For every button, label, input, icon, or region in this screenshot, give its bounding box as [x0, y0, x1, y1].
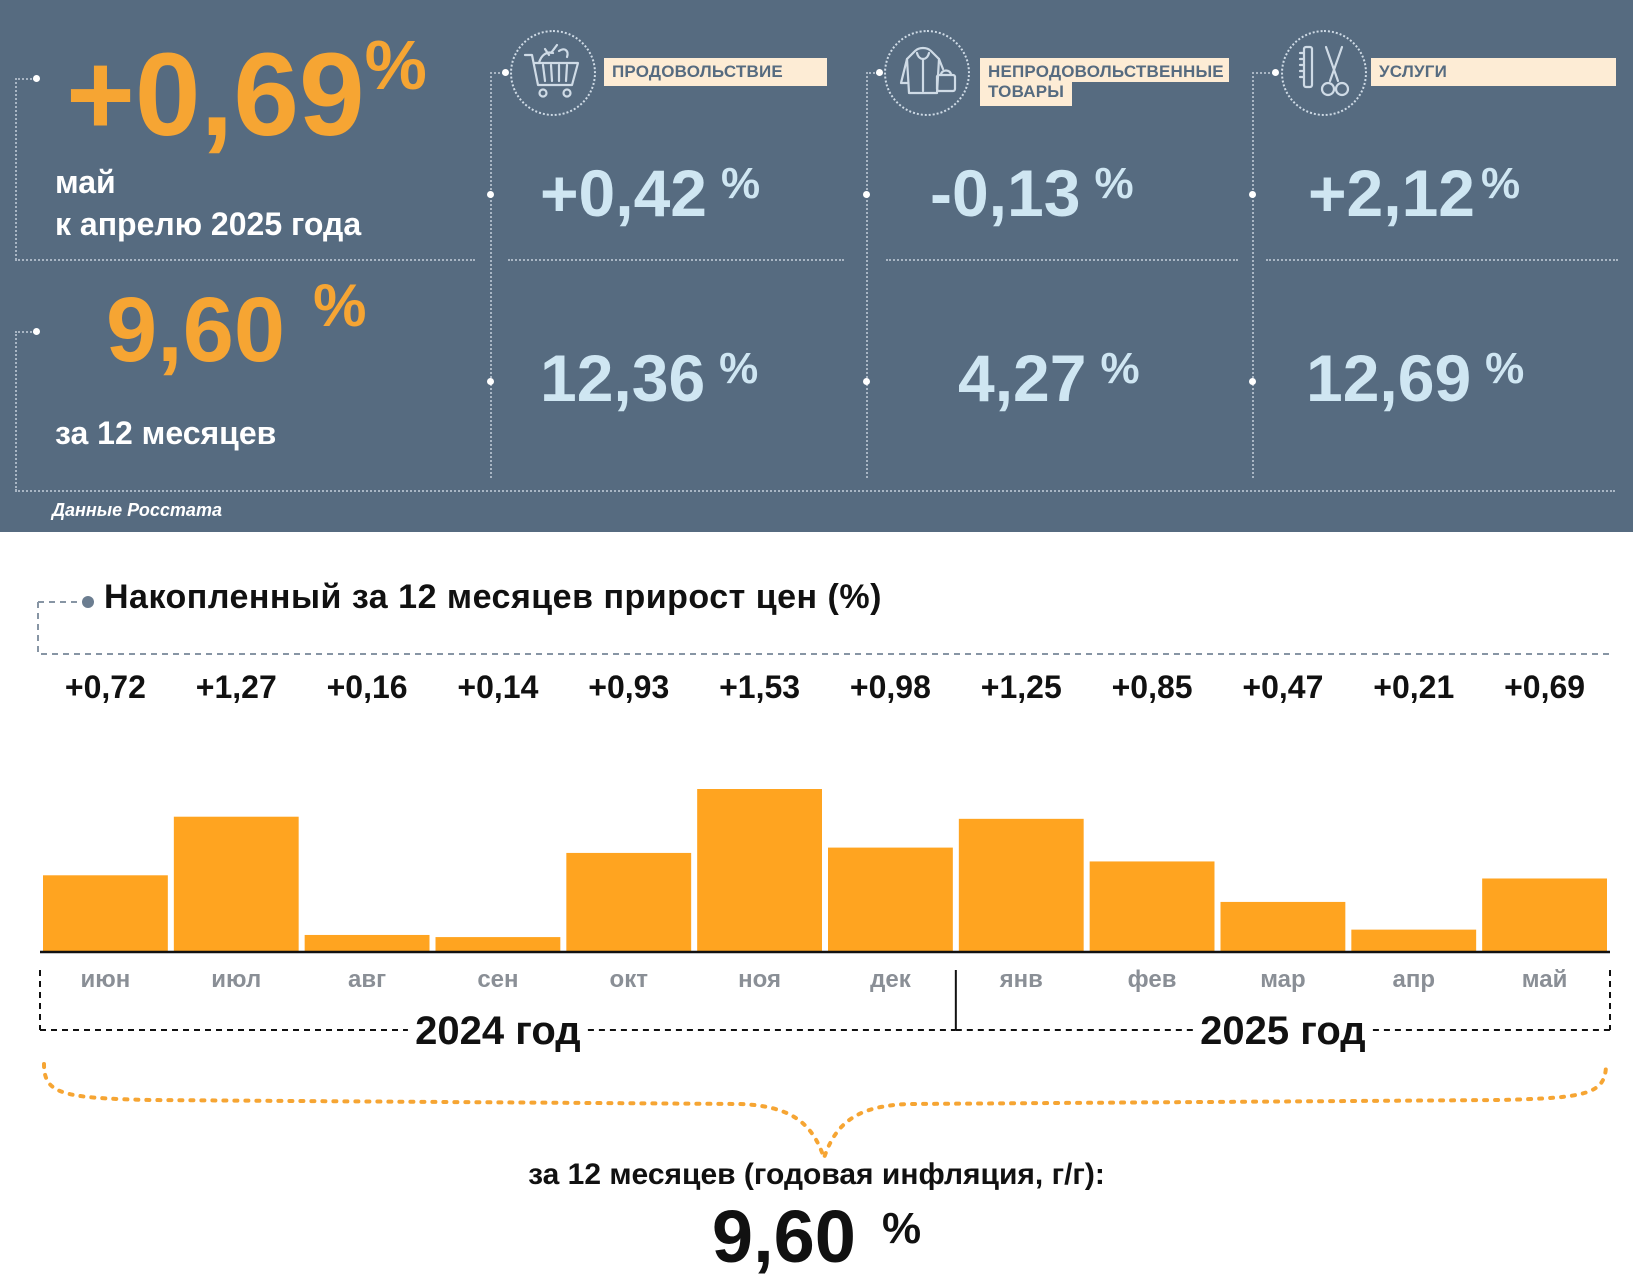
summary-panel: +0,69% май к апрелю 2025 года 9,60% за 1… — [0, 0, 1633, 532]
category-nonfood-label: НЕПРОДОВОЛЬСТВЕННЫЕ — [980, 58, 1229, 82]
category-nonfood-label-line2: ТОВАРЫ — [988, 82, 1065, 101]
annual-percent: % — [313, 272, 367, 339]
category-nonfood-label-line1: НЕПРОДОВОЛЬСТВЕННЫЕ — [988, 62, 1224, 81]
annual-inflation-value: 9,60% — [106, 276, 366, 377]
bar-дек — [828, 847, 953, 952]
nonfood-monthly-percent: % — [1094, 159, 1134, 208]
annual-summary-percent: % — [881, 1204, 922, 1253]
source-note: Данные Росстата — [52, 500, 222, 520]
chart-title: Накопленный за 12 месяцев прирост цен (%… — [104, 578, 882, 616]
bar-окт — [566, 852, 692, 952]
comb-scissors-icon — [1281, 30, 1367, 116]
data-label-мар: +0,47 — [1242, 669, 1323, 705]
bar-апр — [1351, 929, 1477, 952]
annual-summary: за 12 месяцев (годовая инфляция, г/г): — [0, 1158, 1633, 1192]
bar-июл — [173, 816, 299, 952]
tick-label-янв: янв — [999, 966, 1043, 993]
data-label-май: +0,69 — [1504, 669, 1585, 705]
year-brace — [42, 1062, 1608, 1165]
bar-мар — [1220, 901, 1346, 952]
services-annual-percent: % — [1485, 344, 1525, 393]
annual-summary-label: за 12 месяцев (годовая инфляция, г/г): — [528, 1158, 1105, 1191]
monthly-percent: % — [364, 26, 427, 104]
tick-label-дек: дек — [870, 966, 912, 993]
tick-label-апр: апр — [1392, 966, 1435, 993]
tick-label-май: май — [1522, 966, 1568, 993]
bar-ноя — [697, 789, 822, 952]
tick-label-июл: июл — [211, 966, 261, 993]
tick-label-июн: июн — [81, 966, 131, 993]
data-label-сен: +0,14 — [457, 669, 538, 705]
annual-value: 9,60 — [106, 279, 286, 381]
services-monthly-percent: % — [1481, 159, 1521, 208]
data-label-июл: +1,27 — [196, 669, 277, 705]
food-monthly-percent: % — [721, 159, 761, 208]
category-nonfood-label-line2-box: ТОВАРЫ — [980, 82, 1073, 106]
monthly-value: +0,69 — [66, 29, 365, 161]
tick-label-сен: сен — [477, 966, 518, 993]
annual-label: за 12 месяцев — [55, 415, 277, 451]
bar-фев — [1089, 861, 1215, 952]
data-label-апр: +0,21 — [1373, 669, 1454, 705]
data-label-июн: +0,72 — [65, 669, 146, 705]
tick-label-ноя: ноя — [738, 966, 781, 993]
data-label-дек: +0,98 — [850, 669, 931, 705]
annual-summary-value: 9,60 — [711, 1195, 856, 1278]
tick-label-мар: мар — [1260, 966, 1305, 993]
food-monthly-value: +0,42 — [540, 156, 707, 230]
bar-сен — [435, 937, 561, 952]
monthly-label-line2: к апрелю 2025 года — [55, 206, 362, 242]
chart-title-connector — [37, 596, 1610, 655]
monthly-inflation-bar-chart: +0,72 июн +1,27 июл +0,16 авг +0,14 сен +0,93 окт… — [39, 669, 1611, 1053]
monthly-label-line1: май — [55, 164, 116, 200]
monthly-inflation-value: +0,69% — [66, 30, 427, 154]
tick-label-окт: окт — [610, 966, 649, 993]
nonfood-annual-value: 4,27 — [958, 341, 1087, 415]
services-monthly-value: +2,12 — [1308, 156, 1475, 230]
data-label-авг: +0,16 — [327, 669, 408, 705]
data-label-янв: +1,25 — [981, 669, 1062, 705]
data-label-окт: +0,93 — [588, 669, 669, 705]
tick-label-авг: авг — [348, 966, 386, 993]
tick-label-фев: фев — [1128, 966, 1177, 993]
bar-янв — [958, 818, 1084, 952]
hoodie-bag-icon — [884, 30, 970, 116]
nonfood-monthly-value: -0,13 — [930, 156, 1081, 230]
category-services-label: УСЛУГИ — [1371, 58, 1616, 86]
bar-май — [1482, 878, 1607, 952]
food-annual-percent: % — [719, 344, 759, 393]
bar-авг — [304, 934, 430, 952]
data-label-ноя: +1,53 — [719, 669, 800, 705]
food-annual-value: 12,36 — [540, 341, 706, 415]
services-annual-value: 12,69 — [1306, 341, 1472, 415]
shopping-cart-icon — [510, 30, 596, 116]
bar-июн — [43, 875, 168, 952]
annual-summary-value-box: 9,60% — [0, 1200, 1633, 1274]
year-label-0: 2024 год — [415, 1009, 581, 1053]
year-label-1: 2025 год — [1200, 1009, 1366, 1053]
data-label-фев: +0,85 — [1112, 669, 1193, 705]
category-food-label: ПРОДОВОЛЬСТВИЕ — [604, 58, 827, 86]
nonfood-annual-percent: % — [1100, 344, 1140, 393]
